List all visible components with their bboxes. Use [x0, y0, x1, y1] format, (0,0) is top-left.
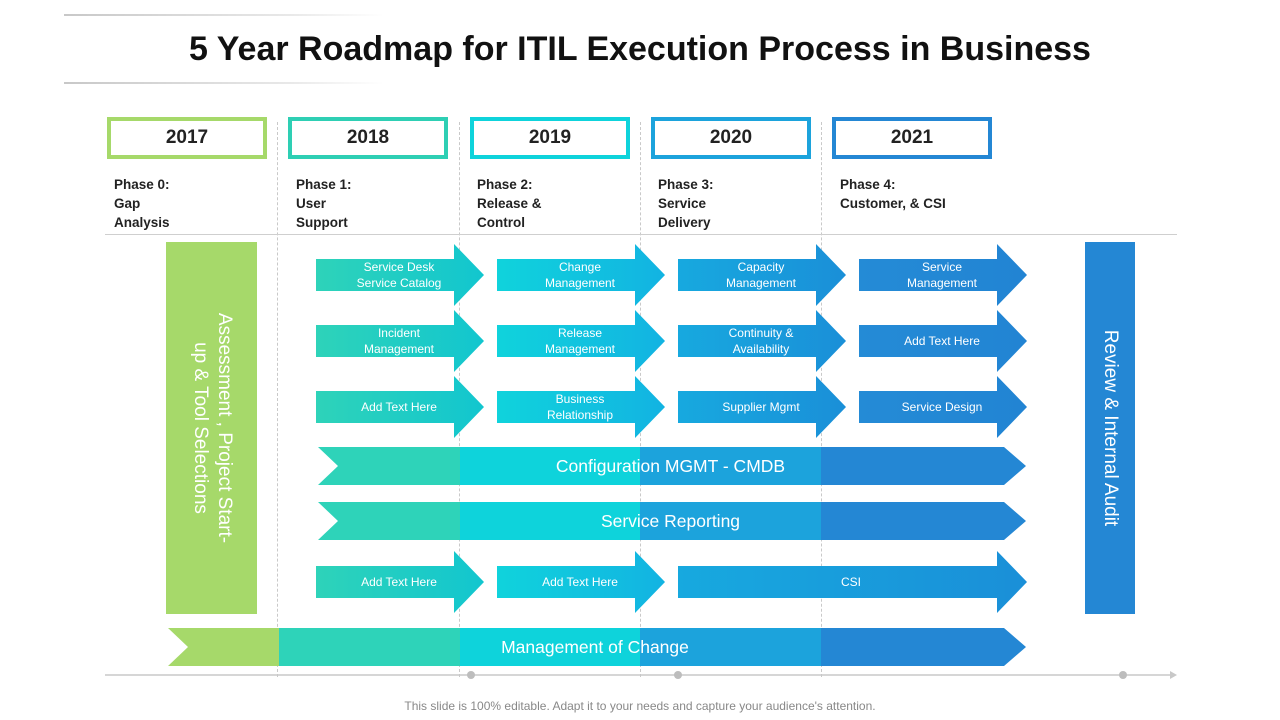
year-box-2017: 2017 — [107, 117, 267, 159]
phase-line: Delivery — [658, 215, 711, 230]
arrow-add-text-r6a — [316, 551, 484, 613]
arrow-label-cell: Add Text Here — [497, 566, 663, 598]
arrow-label-cell: Release Management — [497, 325, 663, 357]
title-top-rule — [64, 14, 384, 16]
year-box-2019: 2019 — [470, 117, 630, 159]
arrow-label-cell: Business Relationship — [497, 391, 663, 423]
year-label: 2018 — [346, 127, 390, 148]
column-divider — [277, 122, 278, 677]
arrow-label: Continuity & Availability — [728, 326, 794, 356]
band-service-reporting — [318, 502, 1026, 540]
arrow-label-cell: Service Management — [859, 259, 1025, 291]
band-configuration — [318, 447, 1026, 485]
arrow-label-cell: Add Text Here — [316, 391, 482, 423]
phase-line: User — [296, 196, 327, 211]
arrow-business-relationship — [497, 376, 665, 438]
arrow-label: Change Management — [544, 260, 616, 290]
arrow-add-text-r2 — [859, 310, 1027, 372]
timeline-dot — [1119, 671, 1127, 679]
phase-line: Gap — [114, 196, 141, 211]
left-assessment-panel: Assessment , Project Start- up & Tool Se… — [166, 242, 257, 614]
arrow-label: Service Desk Service Catalog — [356, 260, 442, 290]
phase-line: Control — [477, 215, 525, 230]
phase-4-text: Phase 4: Customer, & CSI — [840, 175, 990, 213]
arrow-label: Capacity Management — [725, 260, 797, 290]
arrow-release-mgmt — [497, 310, 665, 372]
phase-line: Support — [296, 215, 348, 230]
band-config-label: Configuration MGMT - CMDB — [555, 455, 786, 476]
arrow-label: Service Management — [906, 260, 978, 290]
year-box-2020: 2020 — [651, 117, 811, 159]
arrow-label: Add Text Here — [361, 400, 437, 414]
year-label: 2021 — [890, 127, 934, 148]
phase-line: Phase 4: — [840, 177, 896, 192]
arrow-label-cell: Change Management — [497, 259, 663, 291]
phase-line: Phase 3: — [658, 177, 714, 192]
arrow-label-cell: Add Text Here — [859, 325, 1025, 357]
arrow-service-mgmt — [859, 244, 1027, 306]
band-management-of-change — [168, 628, 1026, 666]
phase-line: Service — [658, 196, 707, 211]
arrow-label-cell: Continuity & Availability — [678, 325, 844, 357]
band-reporting-label: Service Reporting — [600, 510, 741, 531]
arrow-label-cell: Supplier Mgmt — [678, 391, 844, 423]
band-change-label: Management of Change — [501, 636, 689, 657]
arrow-label: Business Relationship — [546, 392, 614, 422]
arrow-continuity — [678, 310, 846, 372]
arrow-label-cell: Service Design — [859, 391, 1025, 423]
year-label: 2020 — [709, 127, 753, 148]
year-box-2018: 2018 — [288, 117, 448, 159]
phase-1-text: Phase 1: User Support — [296, 175, 446, 232]
arrow-label: Add Text Here — [904, 334, 980, 348]
arrow-label-cell: Capacity Management — [678, 259, 844, 291]
phase-2-text: Phase 2: Release & Control — [477, 175, 627, 232]
arrow-label-csi: CSI — [840, 575, 861, 589]
arrow-supplier-mgmt — [678, 376, 846, 438]
timeline-dot — [674, 671, 682, 679]
arrow-label: Add Text Here — [361, 575, 437, 589]
phase-3-text: Phase 3: Service Delivery — [658, 175, 808, 232]
arrow-label-cell: Add Text Here — [316, 566, 482, 598]
phase-line: Analysis — [114, 215, 170, 230]
year-label: 2019 — [528, 127, 572, 148]
arrow-label: Incident Management — [363, 326, 435, 356]
timeline-dot — [467, 671, 475, 679]
phase-line: Phase 2: — [477, 177, 533, 192]
year-box-2021: 2021 — [832, 117, 992, 159]
arrow-change-mgmt — [497, 244, 665, 306]
arrow-label-cell: Service Desk Service Catalog — [316, 259, 482, 291]
timeline-arrowhead — [1170, 671, 1177, 679]
year-label: 2017 — [165, 127, 209, 148]
right-review-panel: Review & Internal Audit — [1085, 242, 1135, 614]
arrow-label: Supplier Mgmt — [722, 400, 800, 414]
phase-line: Customer, & CSI — [840, 196, 946, 211]
phase-line: Release & — [477, 196, 542, 211]
arrow-csi — [678, 551, 1027, 613]
arrow-add-text-r3 — [316, 376, 484, 438]
arrow-incident-mgmt — [316, 310, 484, 372]
phase-0-text: Phase 0: Gap Analysis — [114, 175, 264, 232]
footer-note: This slide is 100% editable. Adapt it to… — [404, 699, 876, 713]
arrow-label: Service Design — [901, 400, 983, 414]
phase-line: Phase 1: — [296, 177, 352, 192]
arrow-capacity-mgmt — [678, 244, 846, 306]
arrow-add-text-r6b — [497, 551, 665, 613]
page-title: 5 Year Roadmap for ITIL Execution Proces… — [189, 30, 1091, 68]
arrow-label: Release Management — [544, 326, 616, 356]
arrow-service-desk — [316, 244, 484, 306]
title-bottom-rule — [64, 82, 384, 84]
arrow-label: Add Text Here — [542, 575, 618, 589]
arrow-service-design — [859, 376, 1027, 438]
arrow-label-cell: Incident Management — [316, 325, 482, 357]
header-separator — [105, 234, 1177, 235]
phase-line: Phase 0: — [114, 177, 170, 192]
